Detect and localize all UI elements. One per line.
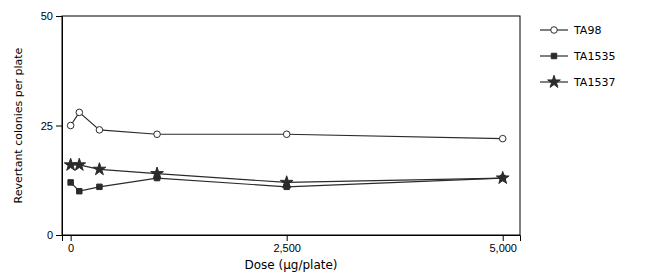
chart: 0 2,500 5,000 0 25 50 Dose (μg/plate) Revertant… [0, 0, 650, 277]
x-axis: 0 2,500 5,000 [63, 235, 521, 254]
y-axis-title: Revertant colonies per plate [12, 47, 25, 203]
point [154, 131, 161, 138]
point [96, 127, 103, 134]
y-axis-tick: 25 [41, 120, 62, 132]
legend-label: TA1537 [573, 76, 615, 89]
legend-entry: TA98 [540, 24, 601, 37]
y-axis-tick: 0 [47, 229, 62, 241]
marks [64, 109, 509, 194]
legend-marker [548, 75, 561, 87]
series [67, 109, 506, 142]
legend-marker [551, 53, 556, 58]
legend-entry: TA1537 [540, 75, 615, 89]
point [499, 135, 506, 142]
x-axis-tick-label: 0 [68, 242, 74, 254]
y-axis-tick-label: 25 [41, 120, 53, 132]
y-axis-tick-mark [56, 126, 62, 127]
point [280, 176, 293, 188]
y-axis-tick-mark [56, 235, 62, 236]
point [151, 167, 164, 179]
x-axis-title: Dose (μg/plate) [244, 258, 337, 272]
point [68, 180, 73, 185]
y-axis-tick-mark [56, 16, 62, 17]
y-axis-tick-label: 0 [47, 229, 53, 241]
point [283, 131, 290, 138]
point [76, 109, 83, 116]
point [77, 188, 82, 193]
y-axis-tick: 50 [41, 10, 62, 22]
legend: TA98 TA1535 TA1537 [540, 24, 615, 89]
x-axis-tick-mark [287, 235, 288, 241]
point [67, 122, 74, 129]
plot-frame [62, 16, 520, 235]
y-axis-tick-label: 50 [41, 10, 53, 22]
x-axis-tick-mark [71, 235, 72, 241]
point [496, 171, 509, 183]
series-line [71, 112, 503, 138]
x-axis-tick-label: 5,000 [489, 242, 517, 254]
point [93, 163, 106, 175]
point [73, 158, 86, 170]
x-axis-tick: 0 [68, 235, 74, 254]
x-axis-tick-label: 2,500 [273, 242, 301, 254]
series [64, 158, 509, 188]
point [97, 184, 102, 189]
legend-label: TA98 [573, 24, 601, 37]
legend-entry: TA1535 [540, 50, 615, 63]
plot: 0 2,500 5,000 0 25 50 Dose (μg/plate) Revertant… [12, 10, 615, 272]
x-axis-tick: 2,500 [273, 235, 301, 254]
x-axis-tick-mark [503, 235, 504, 241]
legend-marker [551, 27, 558, 34]
series [68, 175, 506, 194]
x-axis-tick: 5,000 [489, 235, 517, 254]
legend-label: TA1535 [573, 50, 615, 63]
x-axis-line [63, 236, 521, 242]
y-axis: 0 25 50 [41, 10, 63, 241]
